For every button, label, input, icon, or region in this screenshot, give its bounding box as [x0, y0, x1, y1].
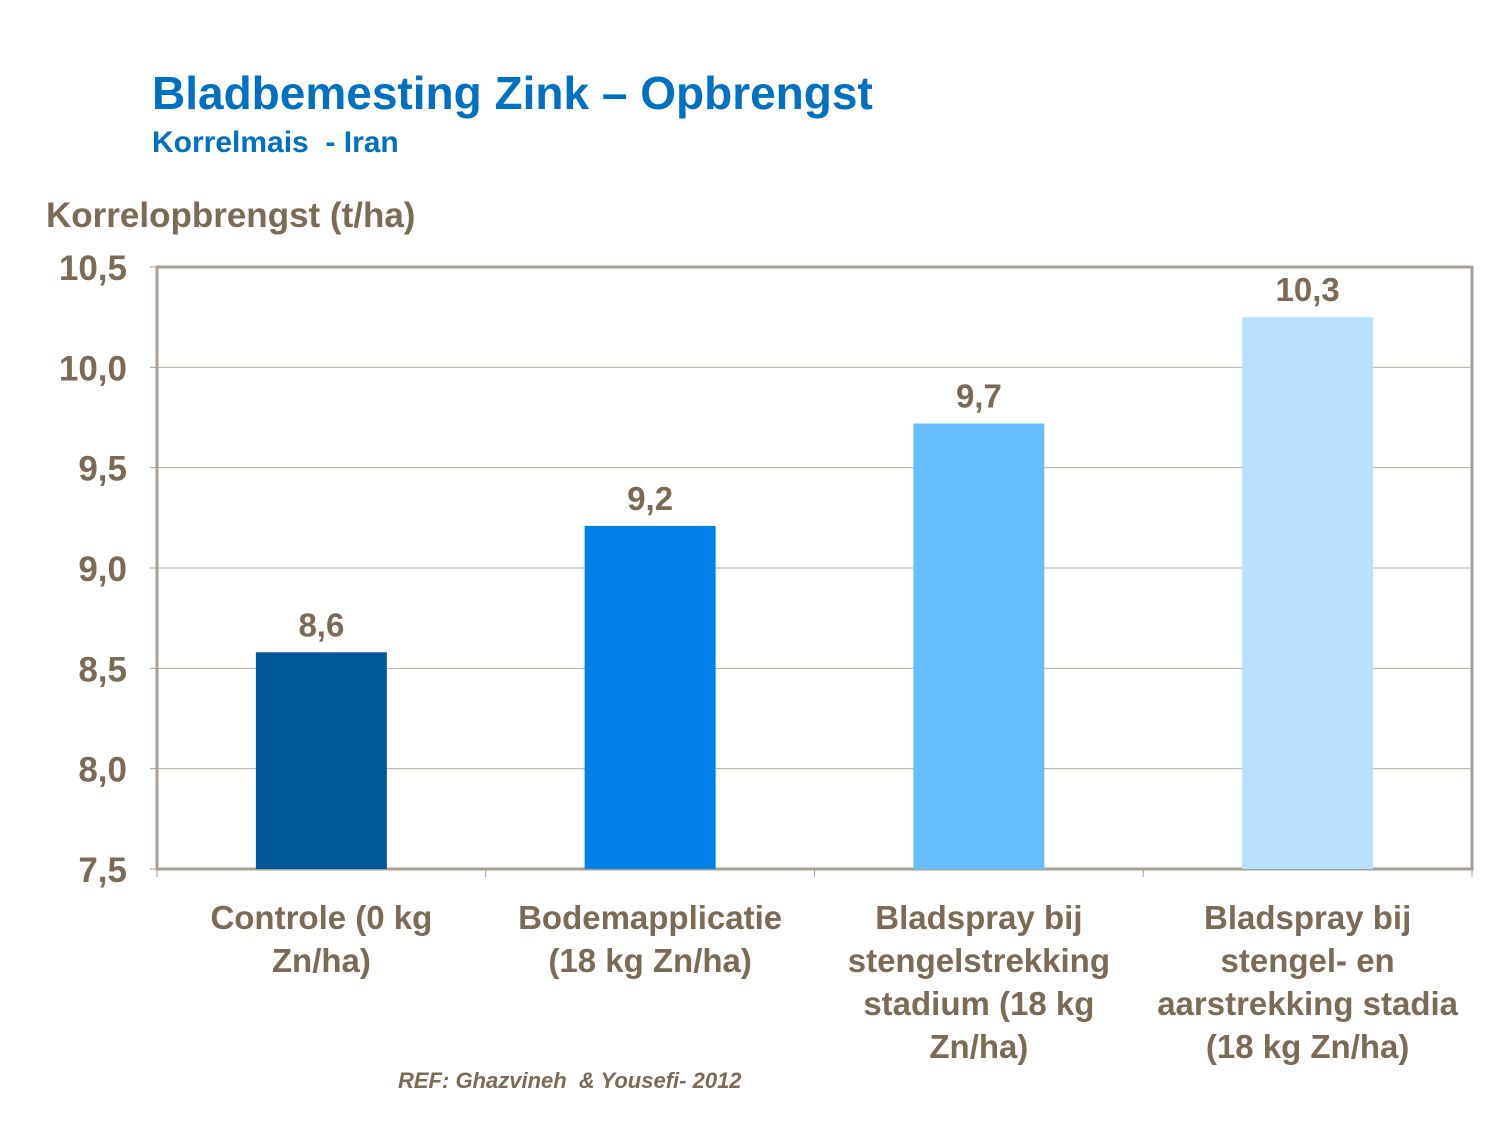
y-tick-label: 8,5 [78, 650, 127, 689]
data-label: 8,6 [298, 606, 344, 643]
data-label: 10,3 [1276, 271, 1340, 308]
data-label: 9,7 [956, 378, 1002, 415]
bar [584, 525, 716, 869]
bar [255, 652, 387, 869]
y-tick-label: 10,0 [59, 349, 127, 388]
y-tick-label: 8,0 [78, 751, 127, 790]
bar [913, 423, 1045, 869]
chart-title: Bladbemesting Zink – Opbrengst [152, 67, 873, 119]
x-tick-label: Bladspray bij stengel- en aarstrekking s… [1157, 899, 1459, 1065]
y-tick-label: 10,5 [59, 249, 127, 288]
x-tick-label: Bladspray bij stengelstrekking stadium (… [847, 899, 1110, 1065]
x-tick-label: Controle (0 kg Zn/ha) [210, 899, 433, 979]
reference-note: REF: Ghazvineh & Yousefi- 2012 [398, 1068, 742, 1093]
data-label: 9,2 [627, 480, 673, 517]
y-tick-label: 9,5 [78, 450, 127, 489]
chart-subtitle: Korrelmais - Iran [152, 126, 399, 159]
y-axis-label: Korrelopbrengst (t/ha) [46, 196, 416, 235]
y-tick-label: 9,0 [78, 550, 127, 589]
x-tick-label: Bodemapplicatie (18 kg Zn/ha) [518, 899, 783, 979]
bar [1242, 317, 1374, 870]
y-tick-label: 7,5 [78, 851, 127, 890]
